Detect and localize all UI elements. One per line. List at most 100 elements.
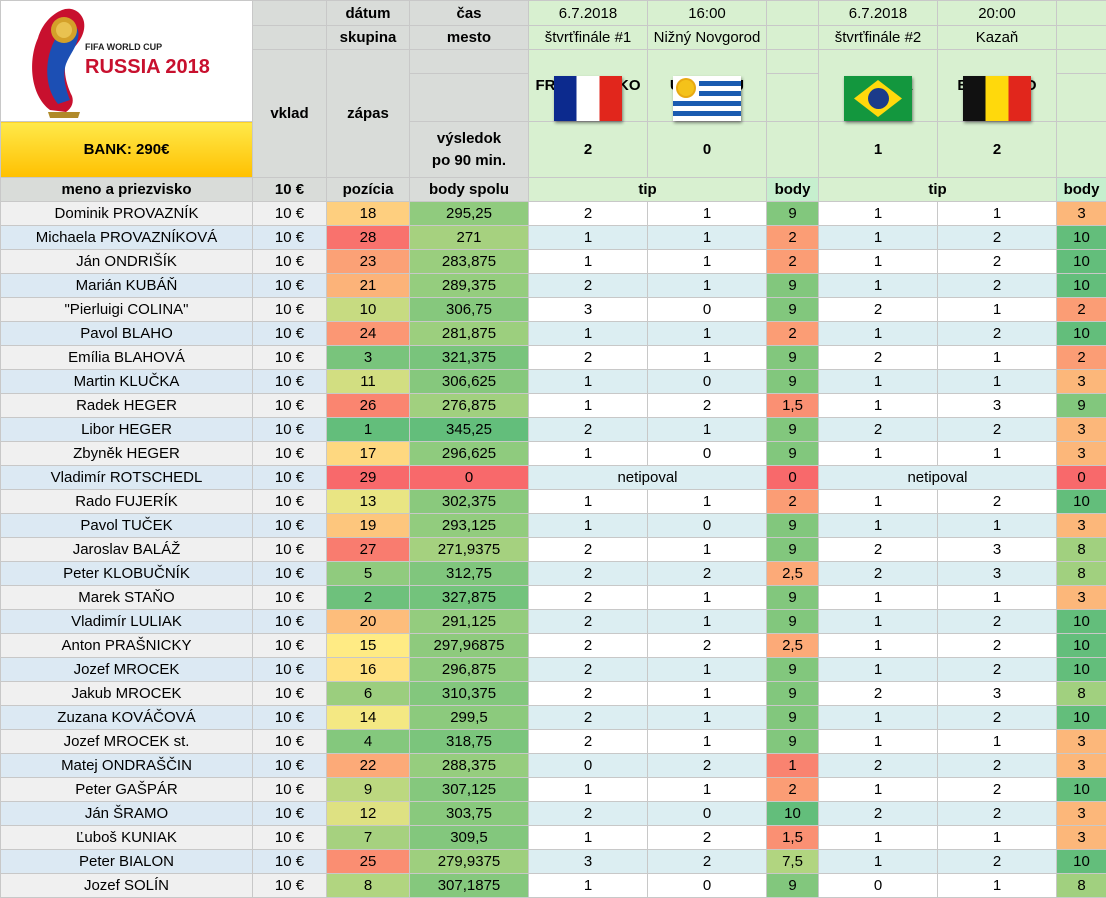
- body1-value: 9: [767, 730, 819, 754]
- tip2-home: 1: [819, 514, 938, 538]
- player-total: 309,5: [410, 826, 529, 850]
- body1-value: 9: [767, 442, 819, 466]
- body2-value: 3: [1057, 586, 1106, 610]
- player-total: 283,875: [410, 250, 529, 274]
- player-total: 312,75: [410, 562, 529, 586]
- tip1-away: 1: [648, 610, 767, 634]
- player-total: 281,875: [410, 322, 529, 346]
- player-position: 3: [327, 346, 410, 370]
- player-name: Jozef SOLÍN: [1, 874, 253, 898]
- tip2-home: 1: [819, 826, 938, 850]
- match2-home-score: 1: [819, 122, 938, 178]
- tip1-home: 1: [529, 250, 648, 274]
- tip1-away: 0: [648, 370, 767, 394]
- player-position: 14: [327, 706, 410, 730]
- player-position: 8: [327, 874, 410, 898]
- body1-value: 2: [767, 490, 819, 514]
- body1-value: 0: [767, 466, 819, 490]
- logo-line2: RUSSIA 2018: [85, 56, 210, 78]
- player-name: Vladimír ROTSCHEDL: [1, 466, 253, 490]
- player-name: Libor HEGER: [1, 418, 253, 442]
- player-name: Anton PRAŠNICKY: [1, 634, 253, 658]
- tip1-home: 0: [529, 754, 648, 778]
- tip1-home: 2: [529, 658, 648, 682]
- player-stake: 10 €: [253, 322, 327, 346]
- tip1-away: 0: [648, 298, 767, 322]
- tip2-away: 3: [938, 394, 1057, 418]
- tip1-away: 1: [648, 538, 767, 562]
- tip2-away: 2: [938, 418, 1057, 442]
- player-position: 24: [327, 322, 410, 346]
- tip1-away: 1: [648, 226, 767, 250]
- player-stake: 10 €: [253, 298, 327, 322]
- tip1-home: 1: [529, 442, 648, 466]
- player-position: 12: [327, 802, 410, 826]
- match2-gap: [1057, 122, 1106, 178]
- body2-value: 10: [1057, 850, 1106, 874]
- body1-value: 10: [767, 802, 819, 826]
- tip2-away: 3: [938, 562, 1057, 586]
- body2-value: 10: [1057, 778, 1106, 802]
- tip2-home: 2: [819, 346, 938, 370]
- tip2-away: 2: [938, 322, 1057, 346]
- body1-value: 2,5: [767, 634, 819, 658]
- tip1-home: 2: [529, 706, 648, 730]
- player-stake: 10 €: [253, 706, 327, 730]
- player-stake: 10 €: [253, 514, 327, 538]
- player-stake: 10 €: [253, 586, 327, 610]
- tip2-away: 3: [938, 538, 1057, 562]
- tip1-home: 3: [529, 850, 648, 874]
- player-name: Marián KUBÁŇ: [1, 274, 253, 298]
- body1-value: 1,5: [767, 394, 819, 418]
- player-total: 293,125: [410, 514, 529, 538]
- tip1-away: 1: [648, 490, 767, 514]
- player-position: 27: [327, 538, 410, 562]
- tip1-home: 1: [529, 874, 648, 898]
- player-name: Jozef MROCEK st.: [1, 730, 253, 754]
- match1-home-score: 2: [529, 122, 648, 178]
- body1-value: 9: [767, 346, 819, 370]
- match1-away-score: 0: [648, 122, 767, 178]
- tip2-home: 1: [819, 442, 938, 466]
- tip2-away: 1: [938, 730, 1057, 754]
- player-stake: 10 €: [253, 490, 327, 514]
- player-name: Peter KLOBUČNÍK: [1, 562, 253, 586]
- match1-gap: [767, 122, 819, 178]
- body2-value: 10: [1057, 274, 1106, 298]
- body2-value: 10: [1057, 250, 1106, 274]
- col-tip2: tip: [819, 178, 1057, 202]
- tip1-away: 1: [648, 322, 767, 346]
- match2-time: 20:00: [938, 1, 1057, 26]
- body2-value: 3: [1057, 370, 1106, 394]
- match2-gap: [1057, 1, 1106, 26]
- player-position: 4: [327, 730, 410, 754]
- tip1-away: 2: [648, 850, 767, 874]
- player-total: 291,125: [410, 610, 529, 634]
- body2-value: 10: [1057, 658, 1106, 682]
- match2-gap: [1057, 50, 1106, 74]
- tip1-home: 2: [529, 610, 648, 634]
- col-meno: meno a priezvisko: [1, 178, 253, 202]
- tip1-home: 2: [529, 730, 648, 754]
- player-name: Ján ONDRIŠÍK: [1, 250, 253, 274]
- body2-value: 10: [1057, 610, 1106, 634]
- tip1-away: 1: [648, 706, 767, 730]
- player-position: 19: [327, 514, 410, 538]
- player-stake: 10 €: [253, 562, 327, 586]
- player-stake: 10 €: [253, 682, 327, 706]
- player-stake: 10 €: [253, 610, 327, 634]
- body1-value: 2: [767, 226, 819, 250]
- col-body2: body: [1057, 178, 1106, 202]
- tip1-away: 1: [648, 682, 767, 706]
- tip1-away: 1: [648, 202, 767, 226]
- header-skupina: skupina: [327, 26, 410, 50]
- match1-city: Nižný Novgorod: [648, 26, 767, 50]
